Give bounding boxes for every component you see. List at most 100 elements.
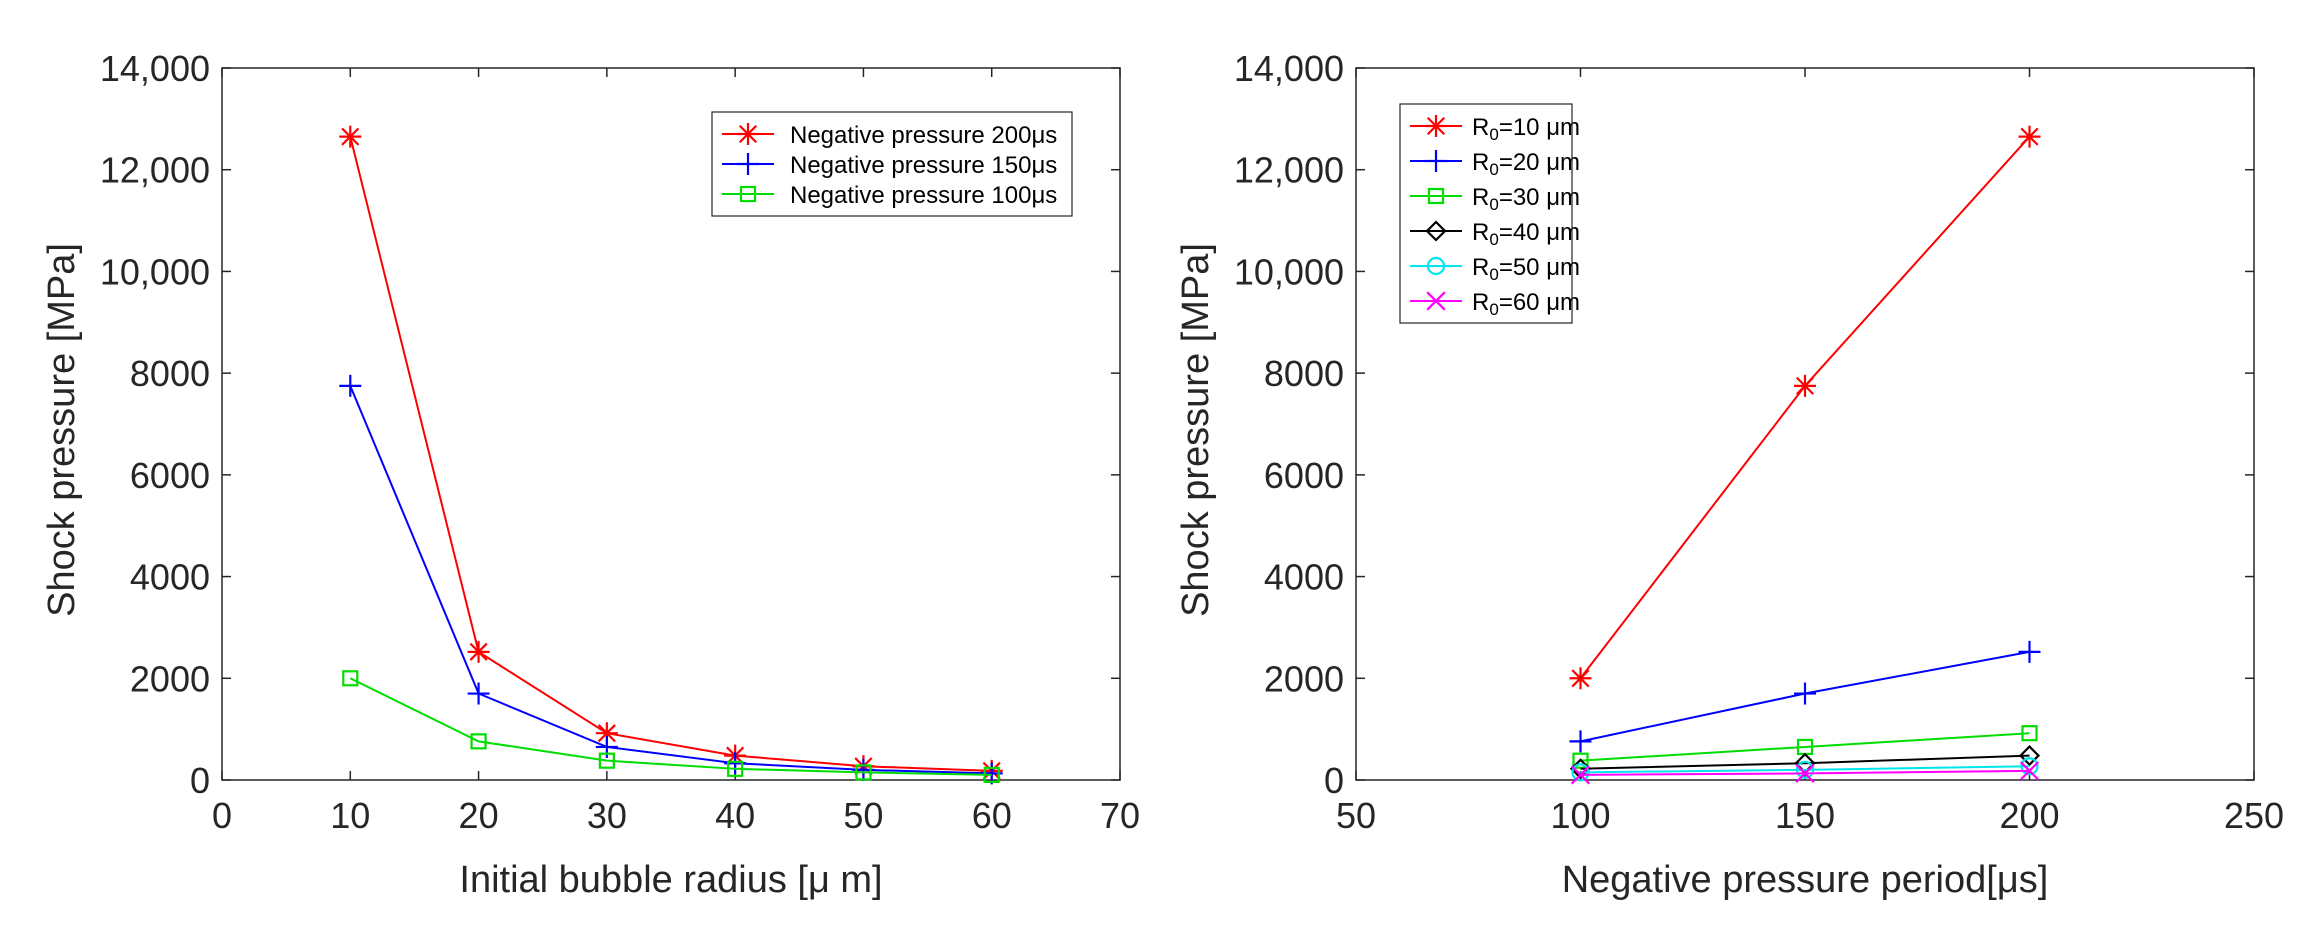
- legend-marker: [1427, 187, 1445, 205]
- data-point: [339, 125, 362, 148]
- y-tick-label: 12,000: [100, 150, 210, 191]
- data-point: [1794, 374, 1816, 397]
- x-tick-label: 250: [2224, 795, 2284, 836]
- legend-marker: [737, 153, 759, 175]
- legend-marker: [1425, 115, 1447, 137]
- data-point: [2018, 745, 2041, 767]
- legend-marker: [1425, 150, 1447, 172]
- x-tick-label: 60: [972, 795, 1012, 836]
- x-tick-label: 40: [715, 795, 755, 836]
- x-tick-label: 200: [1999, 795, 2059, 836]
- legend-marker: [739, 185, 757, 203]
- data-point: [2019, 761, 2040, 781]
- data-point: [467, 640, 490, 663]
- y-tick-label: 8000: [130, 353, 210, 394]
- legend-label: Negative pressure 200μs: [790, 122, 1057, 149]
- data-point: [1569, 730, 1592, 753]
- legend-item: R0=50 μm: [1410, 254, 1580, 284]
- data-point: [339, 374, 362, 397]
- data-point: [598, 752, 615, 769]
- x-tick-label: 50: [843, 795, 883, 836]
- x-axis-label: Negative pressure period[μs]: [1562, 859, 2049, 901]
- y-tick-label: 2000: [1264, 658, 1344, 699]
- x-tick-label: 50: [1336, 795, 1376, 836]
- legend-label: Negative pressure 150μs: [790, 152, 1057, 179]
- data-point: [470, 733, 487, 750]
- series-1: [1569, 640, 2041, 753]
- data-point: [1570, 765, 1591, 785]
- x-tick-label: 10: [330, 795, 370, 836]
- legend-item: R0=30 μm: [1410, 184, 1580, 214]
- legend: Negative pressure 200μs Negative pressure…: [711, 111, 1073, 217]
- x-axis-label: Initial bubble radius [μ m]: [459, 859, 882, 901]
- data-point: [727, 760, 744, 777]
- y-tick-label: 10,000: [1234, 251, 1344, 292]
- legend-item: R0=10 μm: [1410, 114, 1580, 144]
- data-point: [2020, 757, 2039, 776]
- y-tick-label: 2000: [130, 658, 210, 699]
- y-tick-label: 12,000: [1234, 150, 1344, 191]
- legend-label: R0=40 μm: [1472, 219, 1580, 249]
- data-point: [467, 682, 490, 705]
- y-tick-label: 6000: [130, 455, 210, 496]
- series-5: [1570, 761, 2040, 785]
- series-0: [1569, 125, 2041, 690]
- chart-right: 50 100 150 200 250 0 2000 4000 6000 8000 10,000 12,…: [1175, 48, 2284, 901]
- series-4: [1571, 757, 2039, 782]
- data-point: [983, 766, 1000, 784]
- data-point: [2021, 725, 2038, 742]
- data-point: [1572, 752, 1589, 769]
- x-tick-label: 20: [459, 795, 499, 836]
- series-line: [1580, 754, 2030, 770]
- series-2: [342, 670, 1000, 784]
- legend-label: R0=50 μm: [1472, 254, 1580, 284]
- legend-marker: [1425, 220, 1447, 242]
- series-line: [1580, 765, 2030, 774]
- data-point: [595, 722, 618, 745]
- legend-item: R0=20 μm: [1410, 149, 1580, 179]
- data-point: [855, 764, 872, 781]
- x-tick-label: 150: [1775, 795, 1835, 836]
- x-tick-label: 100: [1550, 795, 1610, 836]
- chart-left: 0 10 20 30 40 50 60 70 0 2000 4000 6000 8000 10,000 12…: [41, 48, 1140, 901]
- y-tick-label: 6000: [1264, 455, 1344, 496]
- legend-marker: [737, 123, 759, 145]
- x-tick-label: 70: [1100, 795, 1140, 836]
- legend-marker: [1426, 291, 1446, 311]
- legend: R0=10 μm R0=20 μm R0=30 μm R0=40 μm R0=50 μm…: [1399, 103, 1580, 324]
- series-0: [339, 125, 1003, 782]
- x-tick-label: 30: [587, 795, 627, 836]
- x-tick-label: 0: [212, 795, 232, 836]
- y-tick-label: 10,000: [100, 251, 210, 292]
- legend-label: R0=30 μm: [1472, 184, 1580, 214]
- series-line: [349, 677, 992, 776]
- legend-marker: [1426, 256, 1446, 276]
- data-point: [2018, 125, 2041, 148]
- y-tick-label: 0: [190, 760, 210, 801]
- series-line: [349, 385, 992, 775]
- legend-item: Negative pressure 150μs: [722, 152, 1057, 179]
- y-tick-label: 0: [1324, 760, 1344, 801]
- legend-label: R0=60 μm: [1472, 289, 1580, 319]
- y-tick-label: 14,000: [100, 48, 210, 89]
- legend-item: R0=60 μm: [1410, 289, 1580, 319]
- data-point: [342, 670, 359, 687]
- y-axis-label: Shock pressure [MPa]: [1175, 243, 1217, 617]
- data-point: [1794, 682, 1816, 705]
- legend-box: [1399, 103, 1573, 324]
- y-tick-label: 4000: [1264, 557, 1344, 598]
- y-tick-label: 14,000: [1234, 48, 1344, 89]
- data-point: [2018, 640, 2041, 663]
- series-line: [1580, 732, 2030, 762]
- data-point: [1571, 763, 1590, 782]
- legend-item: Negative pressure 100μs: [722, 182, 1057, 209]
- y-axis-label: Shock pressure [MPa]: [41, 243, 83, 617]
- y-tick-label: 4000: [130, 557, 210, 598]
- legend-label: Negative pressure 100μs: [790, 182, 1057, 209]
- data-point: [1569, 667, 1592, 690]
- legend-label: R0=20 μm: [1472, 149, 1580, 179]
- data-point: [1795, 760, 1815, 779]
- legend-label: R0=10 μm: [1472, 114, 1580, 144]
- series-line: [349, 136, 992, 772]
